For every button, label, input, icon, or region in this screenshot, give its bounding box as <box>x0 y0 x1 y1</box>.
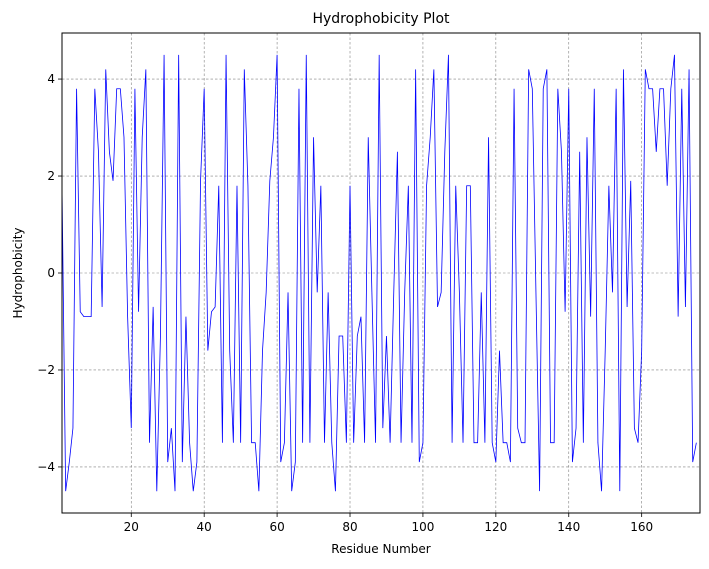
y-tick-label: 0 <box>47 266 55 280</box>
x-tick-label: 100 <box>411 520 434 534</box>
grid-lines <box>62 33 700 513</box>
x-axis-label: Residue Number <box>331 542 430 556</box>
x-tick-label: 160 <box>630 520 653 534</box>
x-tick-label: 20 <box>124 520 139 534</box>
x-tick-label: 60 <box>269 520 284 534</box>
y-tick-label: 4 <box>47 72 55 86</box>
x-tick-label: 40 <box>197 520 212 534</box>
x-tick-label: 140 <box>557 520 580 534</box>
chart-title: Hydrophobicity Plot <box>312 11 450 27</box>
y-tick-label: 2 <box>47 169 55 183</box>
x-axis-ticks: 20 40 60 80 100 120 140 160 <box>124 513 653 534</box>
x-tick-label: 120 <box>484 520 507 534</box>
x-tick-label: 80 <box>342 520 357 534</box>
hydrophobicity-line <box>62 54 697 492</box>
y-axis-ticks: −4 −2 0 2 4 <box>37 72 62 474</box>
y-tick-label: −2 <box>37 363 55 377</box>
series-layer <box>62 54 697 492</box>
y-axis-label: Hydrophobicity <box>11 227 25 318</box>
y-tick-label: −4 <box>37 460 55 474</box>
